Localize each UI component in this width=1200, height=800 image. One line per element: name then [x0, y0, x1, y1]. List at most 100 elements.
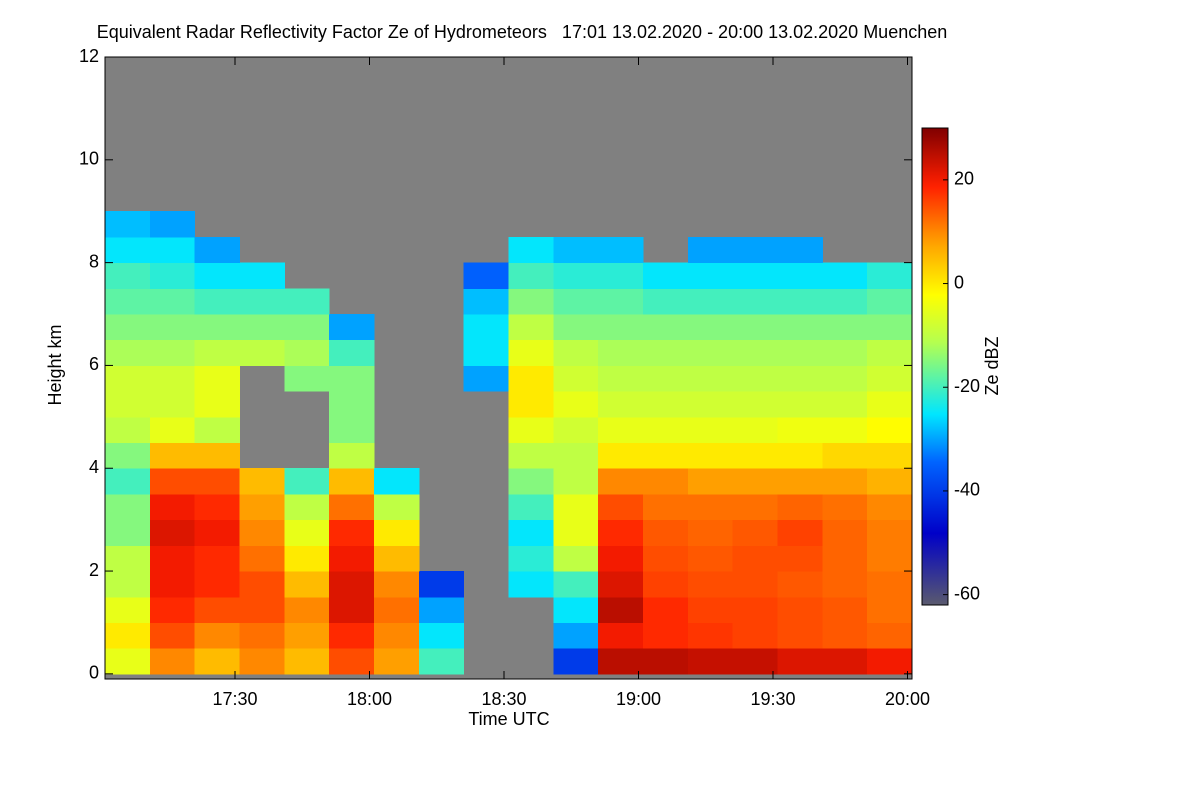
heatmap-cell [284, 648, 330, 675]
heatmap-cell [598, 416, 644, 444]
heatmap-cell [777, 314, 823, 341]
heatmap-cell [867, 288, 913, 315]
heatmap-cell [553, 339, 599, 366]
heatmap-cell [732, 519, 778, 546]
heatmap-cell [822, 571, 868, 598]
x-tick-label: 17:30 [212, 689, 257, 709]
heatmap-cell [105, 545, 151, 572]
heatmap-cell [149, 519, 196, 546]
heatmap-cell [732, 648, 778, 675]
heatmap-cell [194, 545, 240, 572]
heatmap-cell [822, 262, 868, 289]
heatmap-cell [867, 442, 913, 469]
heatmap-cell [194, 468, 240, 495]
heatmap-cell [553, 571, 599, 598]
heatmap-cell [687, 339, 734, 366]
heatmap-cell [598, 493, 644, 521]
heatmap-cell [105, 571, 151, 598]
heatmap-cell [149, 416, 196, 444]
heatmap-cell [149, 596, 196, 623]
heatmap-cell [463, 262, 509, 289]
heatmap-cell [732, 468, 778, 495]
heatmap-cell [687, 571, 734, 598]
heatmap-cell [194, 571, 240, 598]
heatmap-cell [508, 519, 554, 546]
heatmap-cell [598, 519, 644, 546]
heatmap-cell [598, 468, 644, 495]
heatmap-cell [643, 519, 689, 546]
heatmap-cell [284, 314, 330, 341]
heatmap-cell [777, 493, 823, 521]
heatmap-cell [687, 596, 734, 623]
heatmap-cell [732, 571, 778, 598]
heatmap-cell [105, 493, 151, 521]
heatmap-cell [329, 493, 375, 521]
heatmap-cell [463, 288, 509, 315]
heatmap-cell [508, 236, 554, 264]
x-tick-label: 20:00 [885, 689, 930, 709]
heatmap-cell [777, 416, 823, 444]
heatmap-cell [643, 571, 689, 598]
heatmap-cell [149, 493, 196, 521]
heatmap-cell [553, 442, 599, 469]
heatmap-cell [598, 391, 644, 418]
heatmap-cell [105, 416, 151, 444]
heatmap-cell [822, 622, 868, 649]
heatmap-cell [284, 571, 330, 598]
heatmap-cell [149, 648, 196, 675]
heatmap-cell [418, 571, 465, 598]
heatmap-cell [822, 519, 868, 546]
heatmap-cell [687, 236, 734, 264]
heatmap-cell [732, 545, 778, 572]
heatmap-cell [105, 211, 151, 238]
heatmap-cell [329, 339, 375, 366]
heatmap-cell [822, 416, 868, 444]
heatmap-cell [149, 314, 196, 341]
heatmap-cell [239, 622, 285, 649]
colorbar-tick-label: -20 [954, 376, 980, 396]
heatmap-cell [463, 365, 509, 392]
heatmap-cell [239, 339, 285, 366]
heatmap-cell [194, 288, 240, 315]
heatmap-cell [643, 622, 689, 649]
heatmap-cell [867, 391, 913, 418]
heatmap-cell [553, 314, 599, 341]
heatmap-cell [822, 468, 868, 495]
heatmap-cell [105, 648, 151, 675]
heatmap-cell [194, 314, 240, 341]
heatmap-cell [732, 493, 778, 521]
heatmap-cell [194, 519, 240, 546]
heatmap-cell [194, 262, 240, 289]
heatmap-cell [105, 596, 151, 623]
heatmap-cell [284, 468, 330, 495]
heatmap-cell [149, 442, 196, 469]
heatmap-cell [553, 416, 599, 444]
heatmap-cell [508, 468, 554, 495]
heatmap-cell [867, 648, 913, 675]
heatmap-cell [598, 262, 644, 289]
heatmap-cell [239, 468, 285, 495]
heatmap-cell [374, 493, 420, 521]
heatmap-cell [105, 339, 151, 366]
heatmap-cell [822, 339, 868, 366]
colorbar-tick-label: -60 [954, 583, 980, 603]
heatmap-cell [687, 416, 734, 444]
heatmap-cell [598, 288, 644, 315]
heatmap-cell [822, 648, 868, 675]
heatmap-cell [149, 288, 196, 315]
heatmap-cell [239, 288, 285, 315]
heatmap-cell [732, 262, 778, 289]
y-tick-label: 4 [89, 457, 99, 477]
heatmap-cell [822, 365, 868, 392]
heatmap-cell [553, 596, 599, 623]
heatmap-cell [822, 391, 868, 418]
heatmap-cell [329, 571, 375, 598]
heatmap-cell [239, 545, 285, 572]
heatmap-cell [194, 596, 240, 623]
heatmap-cell [553, 391, 599, 418]
heatmap-cell [687, 288, 734, 315]
heatmap-cell [374, 596, 420, 623]
heatmap-cell [508, 571, 554, 598]
heatmap-cell [867, 468, 913, 495]
